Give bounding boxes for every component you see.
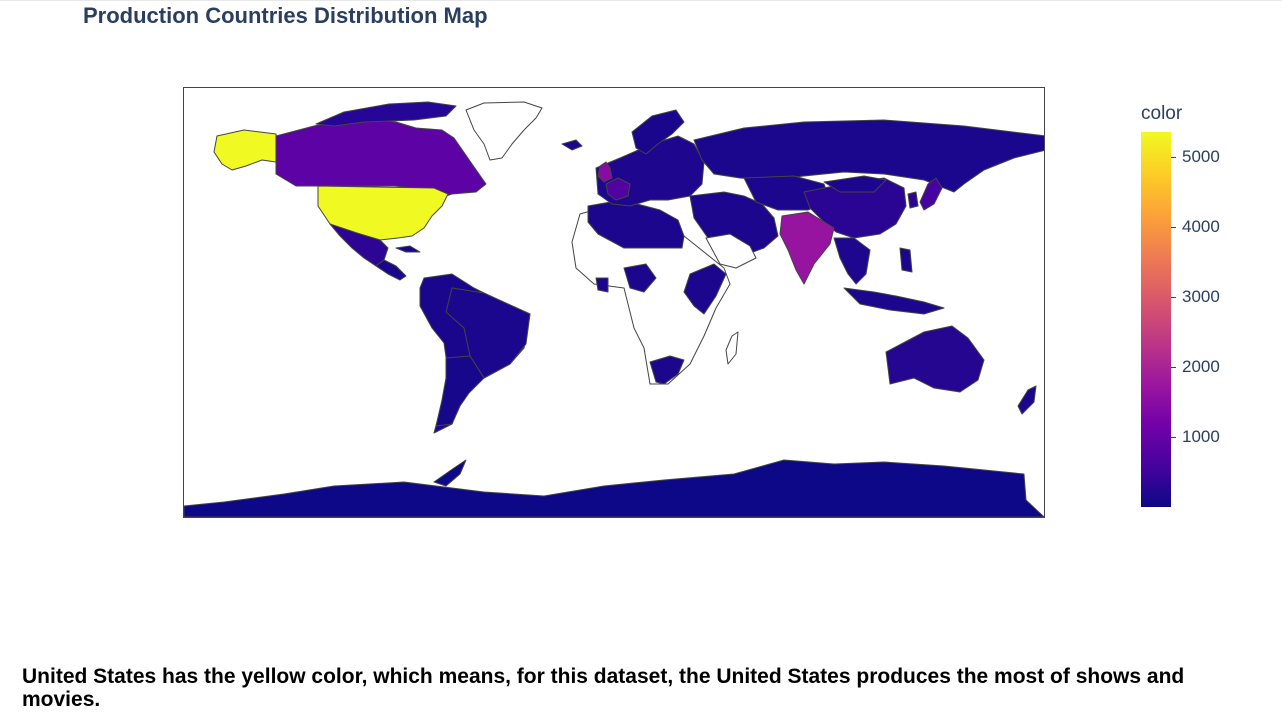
- caption-note: United States has the yellow color, whic…: [22, 665, 1185, 711]
- antarctic-peninsula[interactable]: [433, 459, 467, 487]
- brazil[interactable]: [445, 287, 531, 379]
- north-africa[interactable]: [587, 199, 685, 249]
- colorbar-tick-label: 4000: [1182, 216, 1220, 236]
- india[interactable]: [779, 211, 835, 285]
- colorbar-tick-mark: [1171, 296, 1176, 298]
- mongolia[interactable]: [823, 175, 887, 193]
- east-africa[interactable]: [683, 263, 727, 315]
- korea[interactable]: [907, 191, 919, 209]
- colorbar-gradient: [1141, 132, 1171, 507]
- central-america[interactable]: [375, 259, 407, 281]
- arctic-islands[interactable]: [315, 101, 457, 127]
- australia[interactable]: [885, 325, 985, 393]
- cuba[interactable]: [395, 245, 421, 253]
- colorbar-tick-label: 5000: [1182, 146, 1220, 166]
- colorbar-tick-label: 2000: [1182, 356, 1220, 376]
- colorbar-tick-mark: [1171, 366, 1176, 368]
- iceland[interactable]: [561, 139, 583, 151]
- united-kingdom[interactable]: [597, 161, 613, 183]
- japan[interactable]: [919, 177, 943, 211]
- nigeria[interactable]: [623, 263, 657, 293]
- colorbar-tick-label: 1000: [1182, 426, 1220, 446]
- philippines[interactable]: [899, 247, 913, 273]
- choropleth-map[interactable]: [183, 87, 1045, 518]
- indonesia[interactable]: [843, 287, 945, 315]
- madagascar[interactable]: [725, 331, 739, 365]
- greenland[interactable]: [465, 101, 543, 161]
- southeast-asia[interactable]: [833, 237, 871, 285]
- ghana[interactable]: [595, 277, 609, 293]
- colorbar-tick-label: 3000: [1182, 286, 1220, 306]
- colorbar-title: color: [1141, 103, 1183, 124]
- south-africa[interactable]: [649, 355, 685, 385]
- map-svg[interactable]: [184, 88, 1044, 517]
- scandinavia[interactable]: [631, 109, 685, 155]
- top-divider: [0, 0, 1282, 1]
- antarctica[interactable]: [184, 459, 1044, 517]
- colorbar: color 1000 2000 3000 4000 5000: [1140, 101, 1270, 511]
- new-zealand[interactable]: [1017, 385, 1037, 415]
- chart-title: Production Countries Distribution Map: [83, 3, 488, 28]
- arabian-peninsula[interactable]: [705, 233, 757, 269]
- colorbar-tick-mark: [1171, 226, 1176, 228]
- alaska[interactable]: [213, 129, 277, 171]
- france[interactable]: [605, 177, 631, 201]
- colorbar-tick-mark: [1171, 436, 1176, 438]
- colorbar-tick-mark: [1171, 156, 1176, 158]
- argentina[interactable]: [435, 355, 485, 427]
